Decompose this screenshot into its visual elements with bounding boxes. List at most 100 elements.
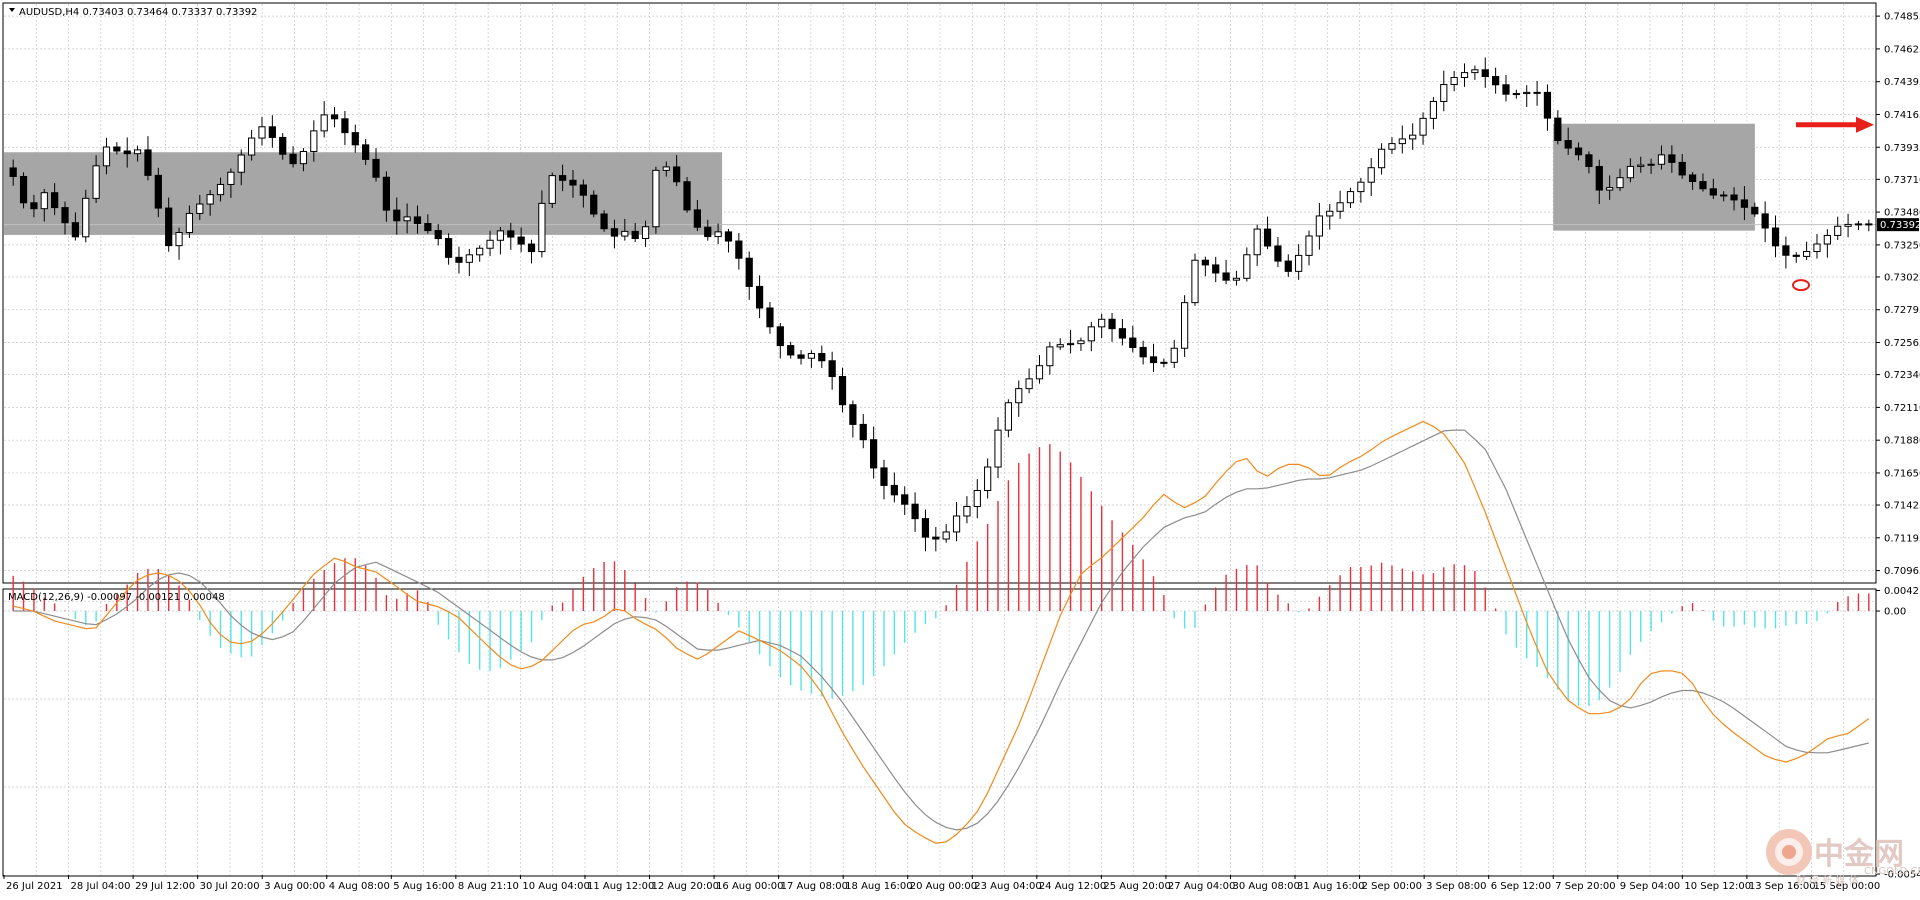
candle-body xyxy=(1357,181,1365,193)
candle-body xyxy=(1626,165,1634,179)
candle xyxy=(1087,321,1095,352)
candle xyxy=(1232,270,1241,286)
time-tick-label: 10 Aug 04:00 xyxy=(522,881,589,892)
macd-axis: 0.0042 0.00 -0.00546 xyxy=(1876,586,1920,881)
candle xyxy=(1626,158,1634,183)
candle-body xyxy=(724,231,733,242)
price-grid xyxy=(4,4,1876,582)
candle-body xyxy=(258,126,266,139)
candle xyxy=(507,222,515,250)
candle-body xyxy=(154,174,162,209)
candle-body xyxy=(382,176,390,211)
candle xyxy=(382,171,390,222)
watermark-tag: 财 经 新 媒 体 xyxy=(1796,874,1859,887)
candle-body xyxy=(1502,84,1510,95)
candle-body xyxy=(310,130,318,152)
candle-body xyxy=(455,256,463,263)
candle xyxy=(932,527,940,552)
candle-body xyxy=(1751,206,1759,215)
candle xyxy=(1657,145,1666,170)
candle xyxy=(102,137,111,175)
macd-histogram xyxy=(12,444,1870,707)
candle-body xyxy=(216,183,225,196)
candle-body xyxy=(1616,177,1624,189)
candle-body xyxy=(299,150,308,165)
time-tick-label: 15 Sep 00:00 xyxy=(1813,881,1880,892)
candle xyxy=(1222,259,1230,285)
time-tick-label: 5 Aug 16:00 xyxy=(393,881,454,892)
candle-body xyxy=(527,243,536,253)
candle xyxy=(216,177,225,202)
candle xyxy=(196,194,204,221)
candle-body xyxy=(1315,215,1323,237)
candle-body xyxy=(444,238,453,258)
candle-body xyxy=(1657,154,1666,165)
candle xyxy=(1118,318,1127,346)
candle-body xyxy=(838,376,847,406)
candle-body xyxy=(631,230,639,240)
time-tick-label: 20 Aug 00:00 xyxy=(910,881,977,892)
candle-body xyxy=(175,232,183,247)
candle xyxy=(82,189,90,243)
candle-body xyxy=(1440,84,1448,102)
candle-body xyxy=(403,216,411,222)
candle xyxy=(154,167,162,218)
candle-body xyxy=(1253,228,1261,256)
candle-body xyxy=(61,207,69,224)
candle xyxy=(714,223,722,245)
candle-body xyxy=(496,230,505,241)
dropdown-triangle-icon[interactable] xyxy=(9,8,15,12)
candle-body xyxy=(465,254,473,263)
time-tick-label: 13 Sep 16:00 xyxy=(1749,881,1816,892)
candle xyxy=(1823,229,1831,258)
candle-body xyxy=(351,132,359,146)
current-price-tag: 0.73392 xyxy=(1877,218,1920,232)
time-tick-label: 17 Aug 08:00 xyxy=(781,881,848,892)
candle-body xyxy=(973,490,981,507)
candle-body xyxy=(610,228,619,237)
candle xyxy=(1481,57,1489,88)
candle xyxy=(1263,216,1272,250)
candle xyxy=(455,246,463,274)
candle-body xyxy=(1668,154,1676,163)
candle xyxy=(1492,67,1500,94)
candle xyxy=(963,496,971,524)
candle xyxy=(662,161,670,177)
candle xyxy=(911,492,919,532)
candle xyxy=(268,115,276,148)
candle xyxy=(1108,312,1116,342)
candle xyxy=(807,350,816,368)
price-tick-label: 0.74855 xyxy=(1884,12,1920,23)
candle-body xyxy=(1160,361,1168,364)
candle-body xyxy=(1782,245,1790,256)
candle-body xyxy=(901,494,909,505)
candle-body xyxy=(1730,194,1738,201)
candle-body xyxy=(693,209,701,228)
candle xyxy=(1751,202,1759,217)
candle xyxy=(1834,216,1842,240)
time-tick-label: 23 Aug 04:00 xyxy=(974,881,1041,892)
candle-body xyxy=(268,126,276,138)
time-tick-label: 30 Aug 08:00 xyxy=(1232,881,1299,892)
price-tick-label: 0.71195 xyxy=(1884,533,1920,544)
candle-body xyxy=(1709,188,1717,196)
candle-body xyxy=(1191,259,1199,304)
candle xyxy=(1336,190,1344,219)
candle xyxy=(1699,173,1707,192)
candle-body xyxy=(30,202,38,210)
candle-body xyxy=(621,230,629,237)
candle-body xyxy=(1129,337,1137,348)
candle xyxy=(1720,191,1728,202)
candle xyxy=(1740,186,1749,221)
candle-body xyxy=(1865,223,1873,226)
candle xyxy=(19,172,28,209)
candle xyxy=(1771,215,1780,258)
candle-body xyxy=(51,192,59,209)
candle-body xyxy=(994,429,1002,468)
candle xyxy=(434,224,442,246)
candle xyxy=(1181,295,1189,357)
macd-tick-label: 0.00 xyxy=(1884,607,1906,618)
